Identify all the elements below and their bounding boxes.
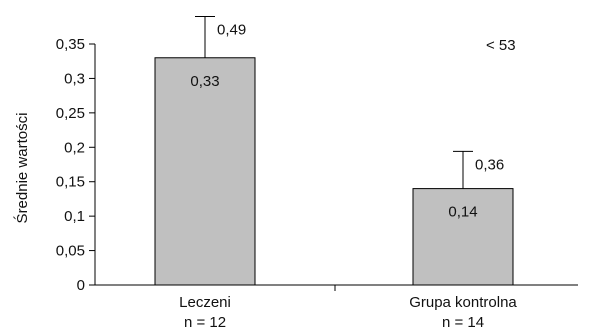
y-tick-label: 0,3 [64, 70, 85, 87]
category-sublabel: n = 14 [442, 314, 484, 331]
error-value-label: 0,36 [475, 156, 504, 173]
data-labels: 0,33 0,49 0,14 0,36 [190, 21, 504, 220]
annotation-text: < 53 [486, 37, 516, 54]
bar [154, 57, 256, 286]
bar-value-label: 0,33 [190, 73, 219, 90]
y-tick-label: 0,25 [56, 105, 85, 122]
y-tick-labels: 0 0,05 0,1 0,15 0,2 0,25 0,3 0,35 [56, 36, 95, 294]
y-tick-label: 0,35 [56, 36, 85, 53]
y-tick-label: 0,2 [64, 139, 85, 156]
bar-value-label: 0,14 [448, 204, 477, 221]
error-bars [195, 15, 473, 189]
category-labels: Leczeni n = 12 Grupa kontrolna n = 14 [179, 294, 517, 331]
category-label: Leczeni [179, 294, 231, 311]
y-tick-label: 0,05 [56, 243, 85, 260]
x-axis [95, 284, 578, 291]
error-value-label: 0,49 [217, 21, 246, 38]
category-label: Grupa kontrolna [409, 294, 517, 311]
y-tick-label: 0,1 [64, 208, 85, 225]
bar [412, 188, 514, 286]
y-tick-label: 0,15 [56, 174, 85, 191]
category-sublabel: n = 12 [184, 314, 226, 331]
bars [154, 57, 514, 286]
y-axis-title: Średnie wartości [13, 113, 31, 224]
y-tick-label: 0 [77, 277, 85, 294]
